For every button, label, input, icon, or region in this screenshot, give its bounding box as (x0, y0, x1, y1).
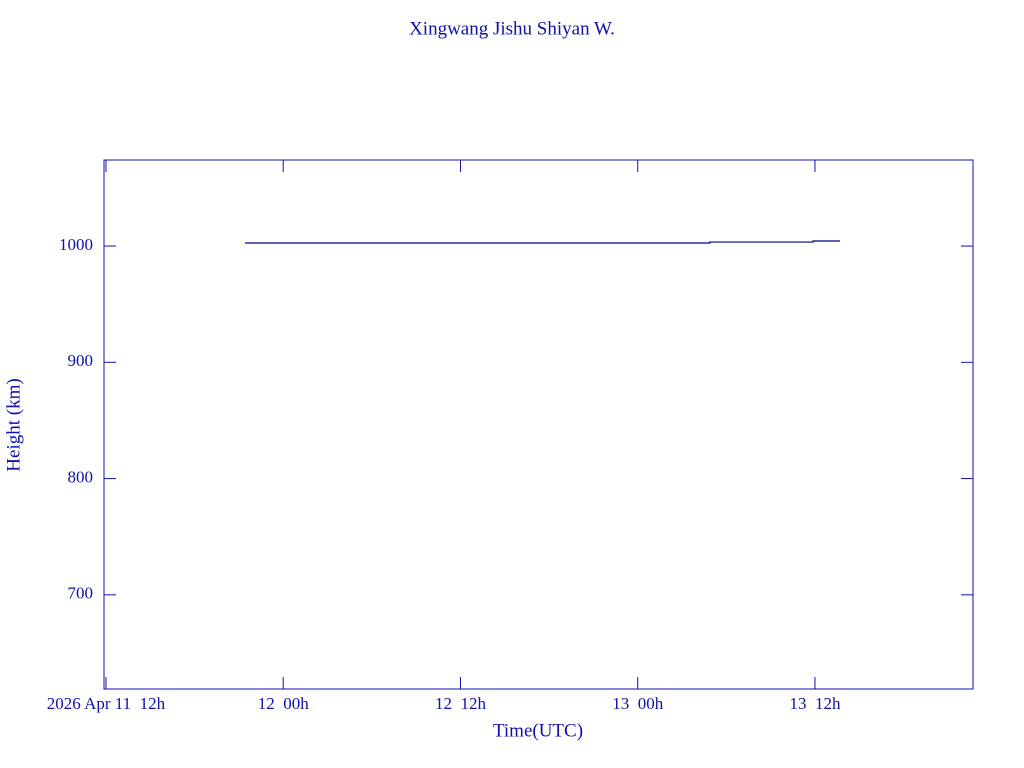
x-tick-label: 13 00h (612, 694, 664, 713)
x-tick-label: 12 00h (258, 694, 310, 713)
chart-title: Xingwang Jishu Shiyan W. (409, 18, 615, 39)
x-tick-label: 12 12h (435, 694, 487, 713)
x-axis-label: Time(UTC) (493, 720, 583, 741)
x-tick-label: 13 12h (789, 694, 841, 713)
data-line (245, 240, 841, 244)
y-tick-label: 900 (68, 351, 94, 370)
x-tick-label: 2026 Apr 11 12h (47, 694, 166, 713)
plot-frame (103, 159, 974, 690)
y-axis-label: Height (km) (3, 378, 24, 471)
y-tick-label: 800 (68, 467, 94, 486)
y-tick-label: 700 (68, 584, 94, 603)
y-tick-label: 1000 (59, 235, 93, 254)
